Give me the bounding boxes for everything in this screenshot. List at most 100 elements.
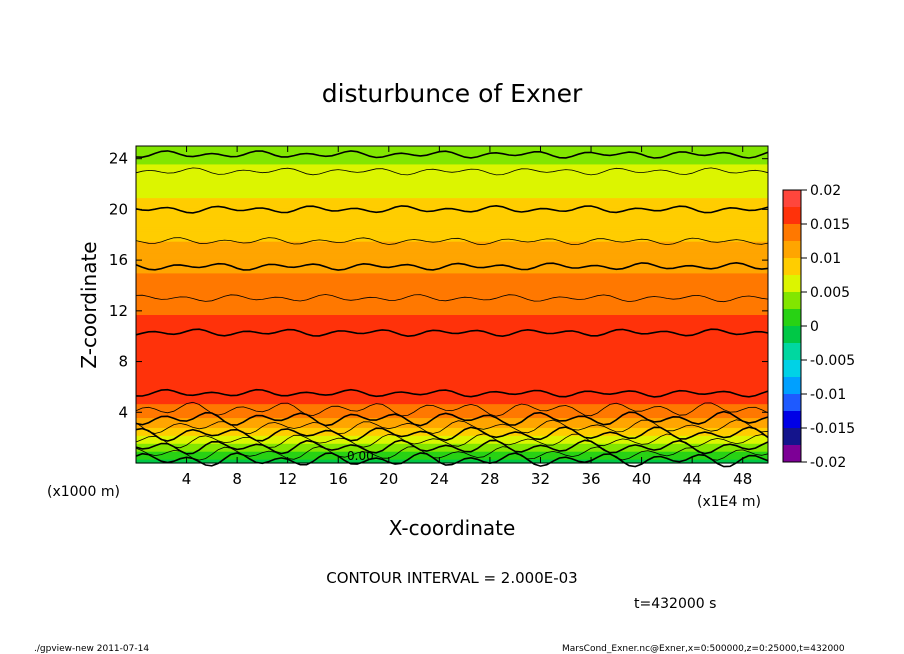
footer-left: ./gpview-new 2011-07-14 <box>34 644 149 654</box>
colorbar-tick-label: -0.02 <box>810 455 846 471</box>
colorbar-segment <box>783 258 801 276</box>
heatmap-band <box>136 205 768 209</box>
heatmap-band <box>136 231 768 234</box>
contour-line <box>135 410 769 427</box>
contour-interval-text: CONTOUR INTERVAL = 2.000E-03 <box>326 569 577 587</box>
heatmap-band <box>136 369 768 373</box>
contour-line <box>135 328 769 338</box>
heatmap-band <box>136 258 768 262</box>
y-tick-label: 24 <box>109 150 128 168</box>
x-axis-label: X-coordinate <box>389 516 516 540</box>
heatmap-band <box>136 147 768 151</box>
zero-contour-label: 0.00 <box>347 449 374 463</box>
colorbar-segment <box>783 445 801 463</box>
heatmap-band <box>136 146 768 149</box>
heatmap-band <box>136 223 768 226</box>
heatmap-band <box>136 252 768 256</box>
heatmap-band <box>136 350 768 353</box>
heatmap-band <box>136 149 768 153</box>
heatmap-band <box>136 346 768 349</box>
heatmap-band <box>136 393 768 397</box>
heatmap-band <box>136 221 768 224</box>
heatmap-band <box>136 280 768 284</box>
heatmap-band <box>136 459 768 462</box>
heatmap-band <box>136 375 768 379</box>
heatmap-band <box>136 197 768 201</box>
heatmap-band <box>136 429 768 432</box>
heatmap-band <box>136 282 768 286</box>
heatmap-band <box>136 227 768 230</box>
contour-line <box>135 294 769 303</box>
heatmap-band <box>136 290 768 294</box>
heatmap-band <box>136 169 768 173</box>
colorbar-segment <box>783 411 801 429</box>
contour-line <box>135 452 769 468</box>
colorbar-segment <box>783 343 801 361</box>
heatmap-band <box>136 318 768 321</box>
x-tick-label: 32 <box>531 470 550 488</box>
colorbar-tick-label: 0.01 <box>810 251 841 267</box>
y-tick-label: 12 <box>109 302 128 320</box>
x-tick-label: 36 <box>581 470 600 488</box>
heatmap-band <box>136 306 768 310</box>
heatmap-band <box>136 302 768 306</box>
heatmap-band <box>136 451 768 454</box>
heatmap-band <box>136 312 768 316</box>
heatmap-band <box>136 189 768 193</box>
heatmap-band <box>136 423 768 426</box>
heatmap-band <box>136 249 768 252</box>
contour-line <box>135 419 769 435</box>
contour-line <box>135 433 769 449</box>
heatmap-band <box>136 403 768 407</box>
heatmap-band <box>136 425 768 428</box>
heatmap-band <box>136 433 768 436</box>
heatmap-band <box>136 401 768 405</box>
colorbar-tick-label: -0.015 <box>810 421 855 437</box>
heatmap-band <box>136 251 768 254</box>
heatmap-band <box>136 435 768 438</box>
heatmap-band <box>136 427 768 430</box>
colorbar-ticks: 0.02 0.015 0.01 0.005 0 -0.005 -0.01 -0.015 -0.0… <box>801 183 855 471</box>
heatmap-band <box>136 276 768 280</box>
heatmap-band <box>136 165 768 169</box>
heatmap-band <box>136 235 768 238</box>
x-unit-label: (x1E4 m) <box>697 494 761 510</box>
heatmap-band <box>136 153 768 157</box>
heatmap-band <box>136 274 768 278</box>
heatmap-band <box>136 157 768 161</box>
heatmap-band <box>136 405 768 409</box>
y-unit-label: (x1000 m) <box>47 484 120 500</box>
contour-line <box>135 261 769 271</box>
heatmap-band <box>136 314 768 317</box>
heatmap-band <box>136 266 768 270</box>
heatmap-band <box>136 203 768 207</box>
y-tick-label: 4 <box>118 403 128 421</box>
heatmap-band <box>136 215 768 218</box>
contour-line <box>135 167 769 176</box>
heatmap-band <box>136 181 768 185</box>
colorbar-segment <box>783 309 801 327</box>
heatmap-band <box>136 457 768 460</box>
heatmap-band <box>136 379 768 383</box>
heatmap-band <box>136 395 768 399</box>
heatmap-band <box>136 461 768 464</box>
heatmap-band <box>136 300 768 304</box>
heatmap-band <box>136 361 768 365</box>
contour-line <box>135 439 769 455</box>
heatmap-band <box>136 284 768 288</box>
heatmap-band <box>136 213 768 216</box>
heatmap-band <box>136 171 768 175</box>
heatmap-band <box>136 326 768 329</box>
heatmap-band <box>136 225 768 228</box>
heatmap-band <box>136 159 768 163</box>
heatmap-band <box>136 155 768 159</box>
heatmap-band <box>136 243 768 246</box>
heatmap-band <box>136 316 768 319</box>
y-tick-label: 20 <box>109 200 128 218</box>
heatmap-band <box>136 348 768 351</box>
heatmap-band <box>136 373 768 377</box>
heatmap-band <box>136 397 768 401</box>
heatmap-band <box>136 229 768 232</box>
heatmap-field <box>136 146 768 464</box>
